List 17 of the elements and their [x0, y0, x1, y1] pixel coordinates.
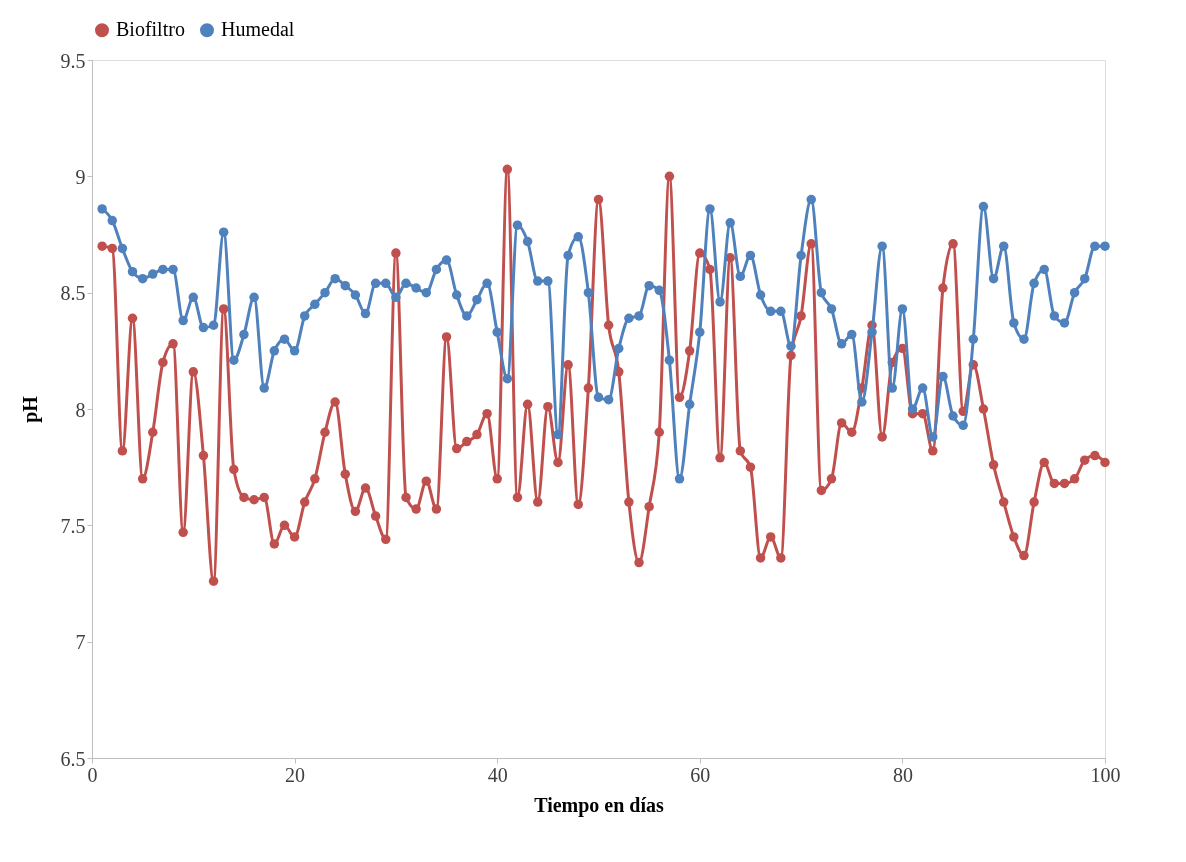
x-tick-label: 100	[1090, 763, 1121, 786]
x-tick-label: 60	[690, 763, 711, 786]
y-tick-label: 9.5	[60, 49, 86, 72]
y-tick-label: 9	[75, 165, 86, 188]
x-axis-title: Tiempo en días	[534, 793, 665, 817]
legend-label: Humedal	[221, 18, 295, 41]
y-tick-label: 7	[75, 631, 86, 654]
y-axis-title: pH	[18, 395, 42, 423]
y-tick-label: 6.5	[60, 747, 86, 770]
y-tick-label: 8	[75, 398, 86, 421]
x-tick-label: 0	[87, 763, 98, 786]
x-tick-label: 40	[487, 763, 508, 786]
y-tick-label: 8.5	[60, 282, 86, 305]
legend-label: Biofiltro	[116, 18, 185, 41]
x-tick-label: 20	[285, 763, 306, 786]
x-tick-label: 80	[892, 763, 913, 786]
y-tick-label: 7.5	[60, 514, 86, 537]
